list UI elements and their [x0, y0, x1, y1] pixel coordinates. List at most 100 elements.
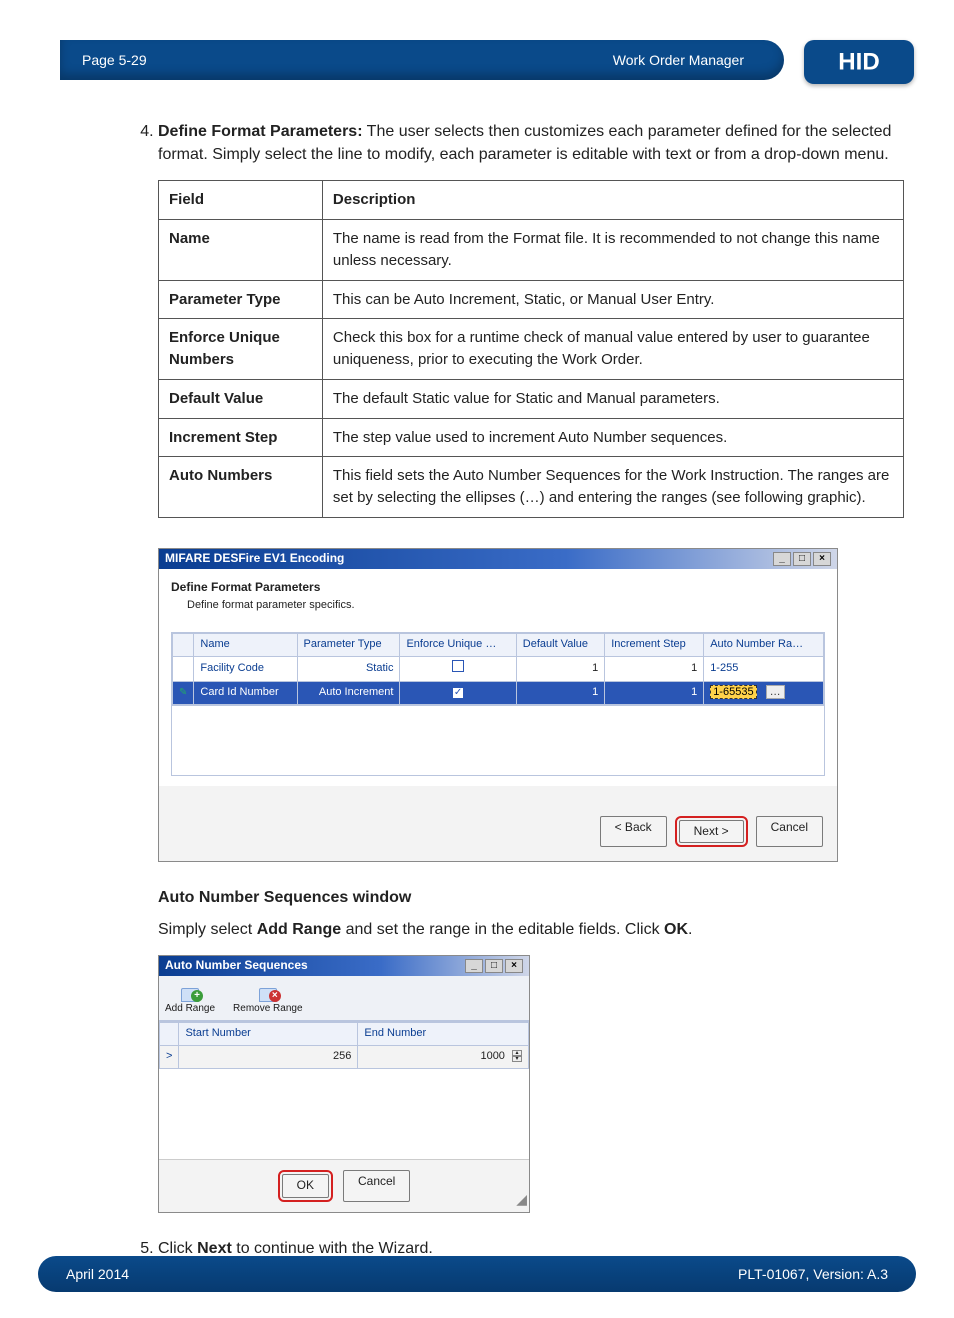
grid-header-blank: [160, 1023, 179, 1046]
cell-ptype[interactable]: Auto Increment: [297, 682, 400, 705]
highlight-ring: Next >: [675, 816, 748, 847]
row-indicator: [173, 657, 194, 682]
grid-header[interactable]: Name: [194, 634, 297, 657]
grid-header[interactable]: Auto Number Ra…: [704, 634, 824, 657]
grid-header[interactable]: Start Number: [179, 1023, 358, 1046]
next-button[interactable]: Next >: [679, 820, 744, 843]
desc-cell: Check this box for a runtime check of ma…: [322, 319, 903, 380]
row-indicator: >: [160, 1046, 179, 1069]
grid-header[interactable]: Default Value: [516, 634, 604, 657]
footer: April 2014 PLT-01067, Version: A.3: [38, 1256, 916, 1292]
header: Page 5-29 Work Order Manager HID: [60, 40, 914, 80]
window-footer: OK Cancel ◢: [159, 1159, 529, 1211]
field-cell: Auto Numbers: [159, 457, 323, 518]
table-header-field: Field: [159, 181, 323, 220]
minimize-icon[interactable]: _: [773, 552, 791, 566]
window-title: MIFARE DESFire EV1 Encoding: [165, 550, 344, 567]
desc-cell: The name is read from the Format file. I…: [322, 220, 903, 281]
cell-enforce[interactable]: [400, 657, 516, 682]
spinner-down-icon[interactable]: ▾: [512, 1056, 522, 1062]
resize-grip-icon[interactable]: ◢: [516, 1189, 527, 1209]
grid-empty-area: [172, 705, 824, 775]
table-header-description: Description: [322, 181, 903, 220]
minimize-icon[interactable]: _: [465, 959, 483, 973]
table-row: Increment StepThe step value used to inc…: [159, 418, 904, 457]
field-cell: Default Value: [159, 379, 323, 418]
add-range-button[interactable]: + Add Range: [165, 980, 215, 1017]
step4-heading: Define Format Parameters:: [158, 123, 363, 140]
section-title: Define Format Parameters: [171, 579, 825, 596]
window-footer: < Back Next > Cancel: [159, 786, 837, 861]
end-number-cell[interactable]: 1000 ▴▾: [358, 1046, 529, 1069]
row-edit-icon: ✎: [173, 682, 194, 705]
define-format-window: MIFARE DESFire EV1 Encoding _ □ × Define…: [158, 548, 838, 863]
window-titlebar[interactable]: Auto Number Sequences _ □ ×: [159, 956, 529, 976]
grid-empty-area: [159, 1069, 529, 1159]
desc-cell: This field sets the Auto Number Sequence…: [322, 457, 903, 518]
cell-name[interactable]: Card Id Number: [194, 682, 297, 705]
field-cell: Parameter Type: [159, 280, 323, 319]
table-row: Parameter TypeThis can be Auto Increment…: [159, 280, 904, 319]
definition-table: Field Description NameThe name is read f…: [158, 180, 904, 518]
hid-logo-icon: HID: [816, 47, 902, 77]
checkbox-checked-icon[interactable]: ✓: [452, 687, 464, 699]
table-row: Auto NumbersThis field sets the Auto Num…: [159, 457, 904, 518]
svg-text:HID: HID: [838, 49, 879, 76]
footer-date: April 2014: [66, 1266, 129, 1282]
start-number-cell[interactable]: 256: [179, 1046, 358, 1069]
cell-auto[interactable]: 1-255: [704, 657, 824, 682]
x-icon: ×: [269, 990, 281, 1002]
remove-range-button[interactable]: × Remove Range: [233, 980, 302, 1017]
range-grid[interactable]: Start Number End Number > 256 1000: [159, 1021, 529, 1159]
window-titlebar[interactable]: MIFARE DESFire EV1 Encoding _ □ ×: [159, 549, 837, 569]
cell-default[interactable]: 1: [516, 657, 604, 682]
checkbox-icon[interactable]: [452, 660, 464, 672]
grid-row[interactable]: Facility Code Static 1 1 1-255: [173, 657, 824, 682]
parameters-grid[interactable]: Name Parameter Type Enforce Unique … Def…: [171, 632, 825, 776]
cell-auto[interactable]: 1-65535: [710, 685, 756, 699]
grid-header[interactable]: Parameter Type: [297, 634, 400, 657]
cancel-button[interactable]: Cancel: [756, 816, 823, 847]
cell-name[interactable]: Facility Code: [194, 657, 297, 682]
grid-header[interactable]: End Number: [358, 1023, 529, 1046]
desc-cell: The default Static value for Static and …: [322, 379, 903, 418]
desc-cell: The step value used to increment Auto Nu…: [322, 418, 903, 457]
grid-header[interactable]: Enforce Unique …: [400, 634, 516, 657]
table-row: Default ValueThe default Static value fo…: [159, 379, 904, 418]
window-title: Auto Number Sequences: [165, 957, 308, 974]
close-icon[interactable]: ×: [813, 552, 831, 566]
grid-row-selected[interactable]: ✎ Card Id Number Auto Increment ✓ 1 1 1-…: [173, 682, 824, 705]
step-list: Define Format Parameters: The user selec…: [130, 120, 904, 1260]
ok-button[interactable]: OK: [282, 1174, 329, 1197]
grid-header[interactable]: Increment Step: [605, 634, 704, 657]
header-pill: Page 5-29 Work Order Manager: [60, 40, 784, 80]
cell-ptype[interactable]: Static: [297, 657, 400, 682]
cell-default[interactable]: 1: [516, 682, 604, 705]
maximize-icon[interactable]: □: [485, 959, 503, 973]
close-icon[interactable]: ×: [505, 959, 523, 973]
doc-title: Work Order Manager: [613, 52, 744, 68]
page-number: Page 5-29: [82, 52, 147, 68]
logo: HID: [804, 40, 914, 84]
cell-enforce[interactable]: ✓: [400, 682, 516, 705]
field-cell: Increment Step: [159, 418, 323, 457]
grid-header-blank: [173, 634, 194, 657]
field-cell: Name: [159, 220, 323, 281]
auto-number-text: Simply select Add Range and set the rang…: [158, 918, 904, 941]
tool-label: Add Range: [165, 1002, 215, 1017]
footer-version: PLT-01067, Version: A.3: [738, 1266, 888, 1282]
table-row: NameThe name is read from the Format fil…: [159, 220, 904, 281]
spinner-control[interactable]: ▴▾: [512, 1050, 522, 1062]
toolbar: + Add Range × Remove Range: [159, 976, 529, 1022]
maximize-icon[interactable]: □: [793, 552, 811, 566]
cancel-button[interactable]: Cancel: [343, 1170, 410, 1201]
cell-auto-container[interactable]: 1-65535 …: [704, 682, 824, 705]
plus-icon: +: [191, 990, 203, 1002]
highlight-ring: OK: [278, 1170, 333, 1201]
grid-row[interactable]: > 256 1000 ▴▾: [160, 1046, 529, 1069]
back-button[interactable]: < Back: [600, 816, 667, 847]
cell-inc[interactable]: 1: [605, 682, 704, 705]
cell-inc[interactable]: 1: [605, 657, 704, 682]
ellipsis-button[interactable]: …: [766, 685, 785, 699]
auto-number-window: Auto Number Sequences _ □ × + Add Range: [158, 955, 530, 1213]
